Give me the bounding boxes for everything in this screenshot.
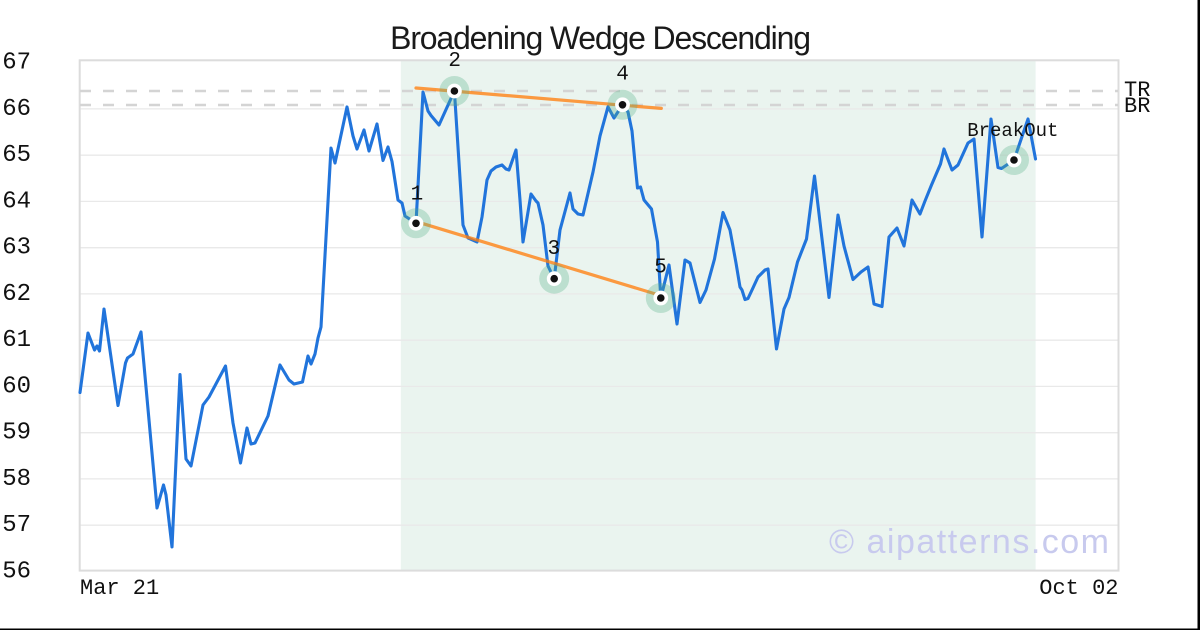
svg-text:BreakOut: BreakOut [967,120,1058,142]
svg-text:61: 61 [2,327,31,354]
svg-text:63: 63 [2,235,31,262]
svg-text:56: 56 [2,558,31,585]
svg-text:3: 3 [547,238,560,261]
svg-text:Mar 21: Mar 21 [80,576,159,601]
svg-text:59: 59 [2,420,31,447]
svg-text:58: 58 [2,466,31,493]
svg-text:67: 67 [2,49,31,76]
svg-text:Broadening Wedge Descending: Broadening Wedge Descending [390,20,810,56]
svg-text:2: 2 [448,50,461,73]
svg-text:BR: BR [1124,94,1150,119]
svg-text:TR: TR [1124,78,1150,103]
svg-text:5: 5 [654,257,667,280]
svg-text:64: 64 [2,188,31,215]
svg-text:62: 62 [2,281,31,308]
svg-text:60: 60 [2,373,31,400]
svg-text:4: 4 [616,64,629,87]
svg-text:Oct 02: Oct 02 [1039,576,1118,601]
svg-text:65: 65 [2,142,31,169]
svg-text:57: 57 [2,512,31,539]
svg-text:© aipatterns.com: © aipatterns.com [829,523,1111,561]
svg-text:66: 66 [2,96,31,123]
svg-text:1: 1 [411,184,424,207]
